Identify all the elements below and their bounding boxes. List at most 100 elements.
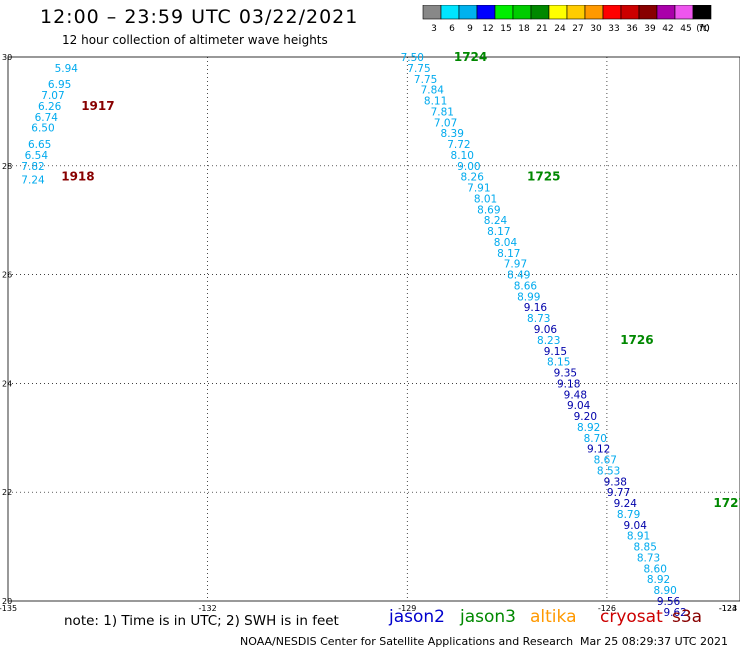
wave-height-value: 9.35 [554, 368, 577, 380]
wave-height-value: 9.62 [663, 607, 686, 619]
legend-label: 30 [590, 24, 602, 34]
generated-timestamp: Mar 25 08:29:37 UTC 2021 [580, 635, 728, 648]
wave-height-color-legend: 3 6 9 12 15 18 21 24 27 30 33 36 39 42 45 70(ft) [422, 5, 712, 34]
pass-time-label: 1917 [81, 99, 114, 113]
wave-height-value: 9.06 [534, 324, 558, 336]
lon-tick-label: -124 [719, 604, 737, 613]
wave-height-value: 8.91 [627, 531, 650, 543]
wave-height-value: 8.66 [514, 280, 538, 292]
legend-label: 42 [662, 24, 673, 34]
legend-label: 15 [500, 24, 511, 34]
wave-height-value: 9.20 [574, 411, 597, 423]
wave-height-value: 9.24 [614, 498, 638, 510]
legend-unit: (ft) [696, 24, 710, 34]
wave-height-value: 8.53 [597, 465, 620, 477]
lon-tick-label: -123 [719, 604, 737, 613]
wave-height-value: 9.15 [544, 346, 567, 358]
wave-height-value: 8.17 [497, 248, 520, 260]
wave-height-value: 8.73 [527, 313, 550, 325]
lon-tick-label: -126 [598, 604, 616, 613]
pass-time-label: 1724 [454, 50, 487, 64]
pass-time-label: 1918 [61, 170, 94, 184]
wave-height-value: 8.23 [537, 335, 560, 347]
satellite-label-altika: altika [530, 607, 577, 627]
legend-label: 18 [518, 24, 530, 34]
wave-height-value: 6.50 [31, 123, 54, 135]
wave-height-value: 7.75 [414, 74, 437, 86]
lon-tick-label: -132 [199, 604, 217, 613]
wave-height-value: 7.82 [21, 161, 44, 173]
wave-height-value: 8.26 [461, 172, 485, 184]
pass-time-label: 1725 [527, 170, 560, 184]
satellite-label-s3a: s3a [672, 607, 703, 627]
lat-tick-label: 24 [2, 379, 12, 388]
wave-height-value: 9.12 [587, 444, 610, 456]
wave-height-value: 9.00 [457, 161, 480, 173]
wave-height-value: 9.77 [607, 487, 630, 499]
legend-label: 45 [680, 24, 691, 34]
chart-subtitle: 12 hour collection of altimeter wave hei… [62, 33, 328, 47]
wave-height-value: 8.17 [487, 226, 510, 238]
wave-height-value: 8.85 [634, 542, 657, 554]
wave-height-value: 9.18 [557, 378, 580, 390]
wave-height-value: 9.04 [624, 520, 648, 532]
wave-height-value: 8.15 [547, 357, 570, 369]
wave-height-value: 8.11 [424, 96, 447, 108]
wave-height-value: 8.49 [507, 270, 530, 282]
wave-height-value: 7.72 [447, 139, 470, 151]
satellite-label-jason2: jason2 [389, 607, 445, 627]
chart-title: 12:00 – 23:59 UTC 03/22/2021 [40, 6, 359, 28]
wave-height-value: 7.24 [21, 174, 45, 186]
wave-height-value: 8.70 [584, 433, 607, 445]
wave-height-value: 8.10 [451, 150, 474, 162]
lon-tick-label: -135 [0, 604, 17, 613]
wave-height-value: 9.56 [657, 596, 681, 608]
credit-line: NOAA/NESDIS Center for Satellite Applica… [240, 635, 574, 648]
legend-label: 33 [608, 24, 619, 34]
legend-label: 27 [572, 24, 583, 34]
pass-time-label: 1727 [713, 496, 740, 510]
satellite-label-cryosat: cryosat [600, 607, 663, 627]
wave-height-value: 8.39 [441, 128, 464, 140]
wave-height-value: 6.26 [38, 101, 62, 113]
lat-tick-label: 28 [2, 162, 12, 171]
footer-note: note: 1) Time is in UTC; 2) SWH is in fe… [64, 613, 339, 629]
wave-height-value: 7.07 [434, 117, 457, 129]
wave-height-value: 8.90 [653, 585, 676, 597]
wave-height-value: 6.65 [28, 139, 51, 151]
wave-height-value: 8.73 [637, 552, 660, 564]
lat-tick-label: 22 [2, 488, 12, 497]
lon-tick-label: -129 [398, 604, 416, 613]
wave-height-value: 9.48 [564, 389, 587, 401]
wave-height-value: 8.67 [594, 455, 617, 467]
pass-time-label: 1726 [620, 333, 653, 347]
legend-label: 24 [554, 24, 566, 34]
wave-height-value: 9.38 [604, 476, 627, 488]
wave-height-value: 7.07 [41, 90, 64, 102]
lat-tick-label: 26 [2, 271, 12, 280]
wave-height-value: 8.69 [477, 204, 500, 216]
wave-height-value: 7.84 [421, 85, 445, 97]
map-frame [7, 56, 740, 602]
legend-label: 12 [482, 24, 493, 34]
wave-height-value: 8.01 [474, 193, 497, 205]
legend-label: 70 [698, 24, 710, 34]
wave-height-value: 7.81 [431, 106, 454, 118]
wave-height-value: 8.79 [617, 509, 640, 521]
wave-height-value: 6.74 [35, 112, 59, 124]
wave-height-value: 6.95 [48, 79, 71, 91]
wave-height-value: 8.92 [647, 574, 670, 586]
wave-height-value: 7.75 [407, 63, 430, 75]
legend-label: 36 [626, 24, 638, 34]
wave-height-value: 8.04 [494, 237, 518, 249]
wave-height-value: 5.94 [55, 63, 79, 75]
wave-height-value: 8.60 [644, 563, 667, 575]
legend-label: 9 [467, 24, 473, 34]
legend-label: 21 [536, 24, 547, 34]
wave-height-value: 7.50 [401, 52, 424, 64]
legend-label: 6 [449, 24, 455, 34]
lat-tick-label: 20 [2, 597, 12, 606]
wave-height-value: 9.16 [524, 302, 548, 314]
wave-height-value: 8.92 [577, 422, 600, 434]
